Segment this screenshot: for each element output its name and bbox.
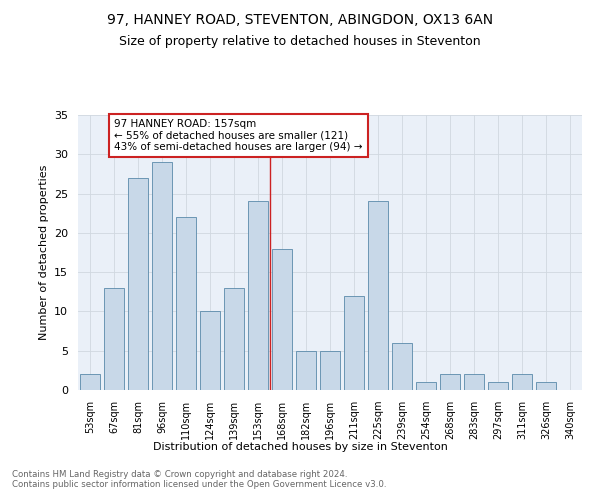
Bar [248,202,268,390]
Bar [368,202,388,390]
Y-axis label: Number of detached properties: Number of detached properties [38,165,49,340]
Bar [296,350,316,390]
Bar [152,162,172,390]
Bar [536,382,556,390]
Bar [344,296,364,390]
Bar [224,288,244,390]
Bar [104,288,124,390]
Bar [200,312,220,390]
Bar [320,350,340,390]
Bar [392,343,412,390]
Bar [464,374,484,390]
Text: 97, HANNEY ROAD, STEVENTON, ABINGDON, OX13 6AN: 97, HANNEY ROAD, STEVENTON, ABINGDON, OX… [107,12,493,26]
Bar [80,374,100,390]
Bar [128,178,148,390]
Bar [440,374,460,390]
Bar [176,217,196,390]
Bar [416,382,436,390]
Bar [488,382,508,390]
Text: Distribution of detached houses by size in Steventon: Distribution of detached houses by size … [152,442,448,452]
Bar [272,248,292,390]
Text: 97 HANNEY ROAD: 157sqm
← 55% of detached houses are smaller (121)
43% of semi-de: 97 HANNEY ROAD: 157sqm ← 55% of detached… [114,119,362,152]
Text: Contains HM Land Registry data © Crown copyright and database right 2024.
Contai: Contains HM Land Registry data © Crown c… [12,470,386,490]
Text: Size of property relative to detached houses in Steventon: Size of property relative to detached ho… [119,35,481,48]
Bar [512,374,532,390]
